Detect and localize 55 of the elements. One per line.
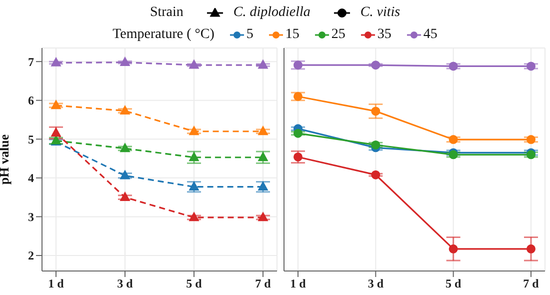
y-tick-label: 5 xyxy=(28,132,34,146)
point xyxy=(258,60,268,69)
legend-label: 25 xyxy=(331,27,346,43)
point xyxy=(258,182,268,191)
y-tick-label: 6 xyxy=(28,94,34,108)
point xyxy=(448,135,458,144)
point xyxy=(526,135,536,144)
x-tick-label: 3 d xyxy=(117,276,134,291)
x-tick-label: 5 d xyxy=(186,276,202,291)
point xyxy=(371,60,380,70)
point xyxy=(120,57,130,66)
y-tick-label: 4 xyxy=(28,171,34,186)
point xyxy=(51,100,61,110)
point xyxy=(189,60,199,69)
x-tick-label: 1 d xyxy=(48,276,64,291)
point xyxy=(294,152,302,162)
point xyxy=(120,192,130,202)
point xyxy=(258,212,268,222)
point xyxy=(371,140,380,150)
point xyxy=(120,106,130,115)
y-tick-label: 3 xyxy=(28,210,34,224)
legend-label: 5 xyxy=(246,27,254,43)
point xyxy=(189,182,199,191)
legend-label: 15 xyxy=(285,27,300,43)
point xyxy=(51,57,61,66)
point xyxy=(294,92,302,101)
legend-label: 35 xyxy=(377,27,392,43)
x-tick-label: 1 d xyxy=(290,276,306,291)
point xyxy=(120,170,130,180)
point xyxy=(371,170,380,180)
point xyxy=(448,244,458,254)
point xyxy=(51,128,61,137)
point xyxy=(189,152,199,162)
point xyxy=(258,152,268,162)
text: C. diplodiella xyxy=(233,5,310,21)
text: C. vitis xyxy=(360,5,400,21)
point xyxy=(448,62,458,71)
text: Strain xyxy=(150,5,184,21)
x-tick-label: 7 d xyxy=(523,276,540,291)
legend-label: 45 xyxy=(423,27,438,43)
point xyxy=(526,62,536,71)
point xyxy=(258,126,268,136)
y-tick-label: 7 xyxy=(28,54,34,69)
legend-title: Temperature ( °C) xyxy=(112,27,214,43)
point xyxy=(294,128,302,138)
point xyxy=(526,244,536,254)
x-tick-label: 7 d xyxy=(255,276,272,291)
point xyxy=(189,126,199,136)
point xyxy=(120,143,130,152)
x-tick-label: 5 d xyxy=(445,276,462,291)
y-tick-label: 2 xyxy=(28,248,34,263)
point xyxy=(294,60,302,70)
point xyxy=(189,212,199,222)
x-tick-label: 3 d xyxy=(368,276,384,291)
point xyxy=(371,106,380,116)
